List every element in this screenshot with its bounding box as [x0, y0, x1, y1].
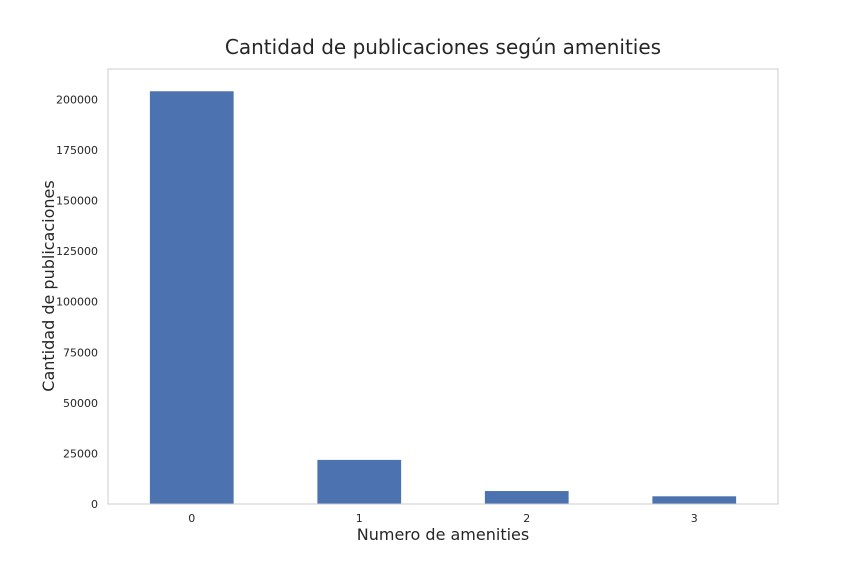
plot-frame: [107, 68, 779, 505]
bar-3: [652, 496, 737, 504]
y-tick-label-150000: 150000: [56, 195, 98, 208]
y-tick-label-0: 0: [91, 498, 98, 511]
y-tick-label-200000: 200000: [56, 93, 98, 106]
x-tick-label-3: 3: [691, 512, 698, 525]
chart-title: Cantidad de publicaciones según amenitie…: [225, 35, 661, 59]
x-tick-label-0: 0: [188, 512, 195, 525]
y-tick-label-25000: 25000: [63, 447, 98, 460]
y-tick-labels: 0 25000 50000 75000 100000 125000 150000 175000…: [56, 93, 98, 511]
y-tick-label-75000: 75000: [63, 346, 98, 359]
bar-0: [149, 91, 234, 504]
x-tick-label-2: 2: [523, 512, 530, 525]
y-axis-label: Cantidad de publicaciones: [39, 180, 58, 391]
bar-1: [317, 459, 402, 504]
x-axis-label: Numero de amenities: [357, 525, 529, 544]
plot-area: 0 1 2 3 0 25000 50000 75000 100000 125000 150000 1…: [56, 68, 779, 525]
x-tick-labels: 0 1 2 3: [188, 512, 698, 525]
y-tick-label-125000: 125000: [56, 245, 98, 258]
bar-2: [484, 491, 569, 504]
y-tick-label-100000: 100000: [56, 296, 98, 309]
bars-group: [149, 91, 737, 504]
x-tick-label-1: 1: [356, 512, 363, 525]
y-tick-label-175000: 175000: [56, 144, 98, 157]
y-tick-label-50000: 50000: [63, 397, 98, 410]
